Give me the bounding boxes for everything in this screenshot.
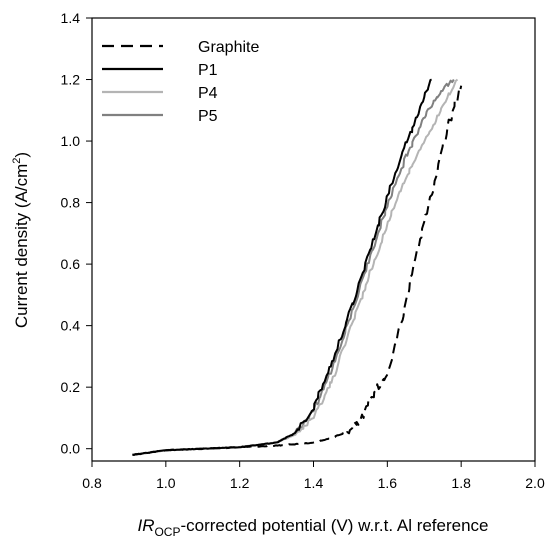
series-layer — [132, 78, 463, 456]
legend-label-p5: P5 — [198, 108, 218, 125]
y-tick-label: 1.2 — [61, 72, 81, 88]
y-tick-label: 0.4 — [61, 318, 81, 334]
x-tick-label: 1.4 — [304, 475, 324, 491]
x-axis-label: IROCP-corrected potential (V) w.r.t. Al … — [137, 516, 488, 538]
y-axis-label-superscript: 2 — [11, 158, 23, 164]
x-tick-label: 1.8 — [451, 475, 471, 491]
series-line-p1 — [132, 78, 432, 456]
legend-label-p1: P1 — [198, 62, 218, 79]
y-tick-label: 0.8 — [61, 195, 81, 211]
x-tick-label: 0.8 — [82, 475, 102, 491]
x-axis-ticks: 0.8 1.0 1.2 1.4 1.6 1.8 2.0 — [82, 461, 545, 491]
y-tick-label: 1.4 — [61, 10, 81, 26]
x-axis-label-subscript: OCP — [154, 525, 180, 538]
y-axis-ticks: 0.0 0.2 0.4 0.6 0.8 1.0 1.2 1.4 — [61, 10, 92, 457]
y-tick-label: 0.6 — [61, 256, 81, 272]
series-line-graphite — [132, 85, 463, 456]
y-tick-label: 0.2 — [61, 379, 81, 395]
x-tick-label: 2.0 — [525, 475, 545, 491]
x-tick-label: 1.0 — [156, 475, 176, 491]
plot-frame — [91, 17, 536, 462]
x-tick-label: 1.6 — [378, 475, 398, 491]
y-axis-label: Current density (A/cm2) — [11, 152, 31, 328]
series-line-p5 — [132, 79, 455, 456]
x-tick-label: 1.2 — [230, 475, 250, 491]
y-tick-label: 0.0 — [61, 441, 81, 457]
legend-label-p4: P4 — [198, 85, 218, 102]
legend: Graphite P1 P4 P5 — [102, 39, 259, 125]
y-tick-label: 1.0 — [61, 133, 81, 149]
legend-label-graphite: Graphite — [198, 39, 259, 56]
